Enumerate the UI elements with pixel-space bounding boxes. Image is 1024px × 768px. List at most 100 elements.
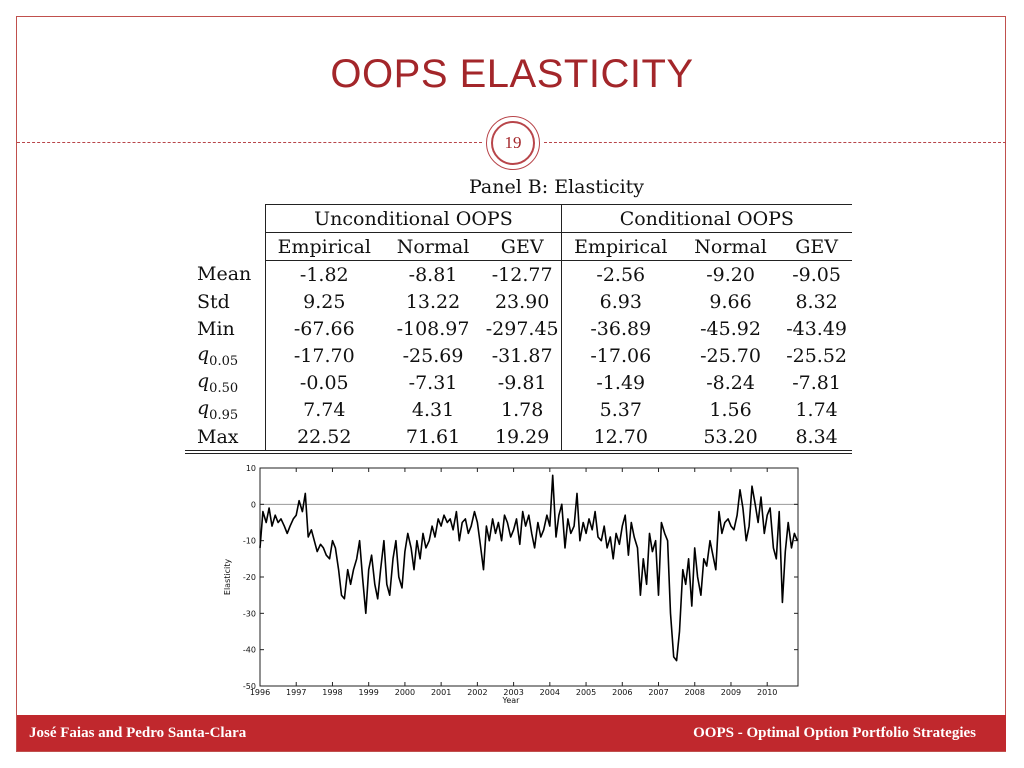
row-label-text: q bbox=[197, 369, 210, 392]
row-label-text: Max bbox=[197, 425, 239, 448]
table-cell: -7.81 bbox=[792, 371, 841, 394]
table-cell: -25.52 bbox=[786, 344, 848, 367]
subheader-row: Empirical Normal GEV Empirical Normal GE… bbox=[185, 232, 852, 261]
x-tick-label: 2005 bbox=[576, 688, 596, 697]
table-cell: -108.97 bbox=[396, 317, 470, 340]
x-axis-label: Year bbox=[502, 696, 521, 705]
row-label: Min bbox=[185, 315, 266, 342]
col-header: Normal bbox=[382, 232, 484, 261]
row-label: q0.05 bbox=[185, 342, 266, 369]
row-label-text: Std bbox=[197, 290, 230, 313]
table-cell: -43.49 bbox=[786, 317, 848, 340]
header-blank bbox=[185, 205, 266, 233]
table-cell: -25.70 bbox=[700, 344, 761, 367]
footer-authors: José Faias and Pedro Santa-Clara bbox=[29, 725, 247, 741]
x-tick-label: 2003 bbox=[503, 688, 523, 697]
table-cell: -36.89 bbox=[560, 315, 680, 342]
table-cell: 1.74 bbox=[795, 398, 838, 421]
x-tick-label: 2006 bbox=[612, 688, 632, 697]
row-label-subscript: 0.50 bbox=[209, 380, 239, 396]
page-number: 19 bbox=[491, 121, 535, 165]
row-label: Max bbox=[185, 423, 266, 451]
table-cell: -9.20 bbox=[706, 263, 755, 286]
row-label-subscript: 0.95 bbox=[209, 407, 239, 423]
title-divider-left bbox=[17, 142, 482, 143]
y-tick-label: -20 bbox=[243, 573, 256, 582]
x-tick-label: 2009 bbox=[721, 688, 741, 697]
slide-title: OOPS ELASTICITY bbox=[330, 52, 694, 96]
x-tick-label: 1998 bbox=[322, 688, 342, 697]
row-label: Mean bbox=[185, 261, 266, 289]
x-tick-label: 2000 bbox=[395, 688, 415, 697]
table-cell: 53.20 bbox=[679, 423, 782, 451]
page-number-badge: 19 bbox=[486, 116, 540, 170]
y-tick-label: -50 bbox=[243, 682, 256, 691]
elasticity-series-line bbox=[259, 474, 799, 662]
x-tick-label: 1999 bbox=[359, 688, 379, 697]
footer-presentation-title: OOPS - Optimal Option Portfolio Strategi… bbox=[693, 725, 976, 741]
x-tick-label: 2008 bbox=[685, 688, 705, 697]
table-cell: -1.49 bbox=[560, 369, 680, 396]
table-cell: -9.05 bbox=[792, 263, 841, 286]
table-row: Mean -1.82 -8.81 -12.77 -2.56 -9.20 -9.05 bbox=[185, 260, 852, 289]
y-tick-label: 10 bbox=[246, 464, 256, 473]
x-tick-label: 1996 bbox=[250, 688, 270, 697]
table-row: Min -67.66 -108.97 -297.45 -36.89 -45.92 -43.4… bbox=[185, 315, 852, 342]
table-cell: -25.69 bbox=[402, 344, 464, 367]
stats-body: Mean -1.82 -8.81 -12.77 -2.56 -9.20 -9.05 Std 9.… bbox=[185, 260, 852, 451]
table-cell: 71.61 bbox=[382, 423, 484, 451]
row-label: Std bbox=[185, 288, 266, 315]
y-tick-label: 0 bbox=[251, 500, 256, 509]
table-cell: -67.66 bbox=[265, 315, 383, 342]
row-label: q0.50 bbox=[185, 369, 266, 396]
group-header-conditional: Conditional OOPS bbox=[560, 204, 852, 233]
table-row: Std 9.25 13.22 23.90 6.93 9.66 8.32 bbox=[185, 288, 852, 315]
y-axis-label: Elasticity bbox=[223, 559, 232, 595]
table-cell: 12.70 bbox=[560, 423, 680, 451]
table-cell: 9.25 bbox=[265, 288, 383, 315]
table-row: q0.05 -17.70 -25.69 -31.87 -17.06 -25.70 -25.5… bbox=[185, 342, 852, 369]
table-cell: 8.32 bbox=[795, 290, 838, 313]
table-row: Max 22.52 71.61 19.29 12.70 53.20 8.34 bbox=[185, 423, 852, 451]
table-cell: -1.82 bbox=[265, 260, 383, 288]
row-label-subscript: 0.05 bbox=[209, 353, 239, 369]
subheader-blank bbox=[185, 233, 266, 261]
table-cell: -31.87 bbox=[491, 344, 553, 367]
table-cell: 4.31 bbox=[411, 398, 455, 421]
group-header-unconditional: Unconditional OOPS bbox=[265, 204, 562, 233]
table-cell: 7.74 bbox=[265, 396, 383, 423]
table-cell: 19.29 bbox=[483, 423, 562, 451]
table-cell: -12.77 bbox=[491, 263, 553, 286]
x-tick-label: 2004 bbox=[540, 688, 560, 697]
table-cell: -8.24 bbox=[706, 371, 755, 394]
x-tick-label: 2001 bbox=[431, 688, 451, 697]
table-cell: -17.06 bbox=[560, 342, 680, 369]
table-row: q0.50 -0.05 -7.31 -9.81 -1.49 -8.24 -7.81 bbox=[185, 369, 852, 396]
table-cell: -2.56 bbox=[560, 260, 680, 288]
table-cell: 6.93 bbox=[560, 288, 680, 315]
x-tick-label: 1997 bbox=[286, 688, 306, 697]
table-cell: -297.45 bbox=[485, 317, 559, 340]
col-header: GEV bbox=[781, 232, 852, 261]
table-cell: 22.52 bbox=[265, 423, 383, 451]
table-cell: 13.22 bbox=[405, 290, 461, 313]
row-label-text: Mean bbox=[197, 263, 252, 286]
table-cell: 5.37 bbox=[560, 396, 680, 423]
stats-table: Unconditional OOPS Conditional OOPS Empi… bbox=[185, 204, 852, 451]
table-cell: 1.78 bbox=[501, 398, 544, 421]
table-cell: -9.81 bbox=[497, 371, 547, 394]
y-tick-label: -40 bbox=[243, 646, 256, 655]
panel-title: Panel B: Elasticity bbox=[468, 176, 645, 198]
row-label-text: q bbox=[197, 396, 210, 419]
table-cell: -17.70 bbox=[265, 342, 383, 369]
x-tick-label: 2007 bbox=[648, 688, 668, 697]
col-header: Normal bbox=[679, 232, 782, 261]
x-tick-label: 2002 bbox=[467, 688, 487, 697]
row-label-text: Min bbox=[197, 317, 235, 340]
table-cell: 8.34 bbox=[781, 423, 852, 451]
table-row: q0.95 7.74 4.31 1.78 5.37 1.56 1.74 bbox=[185, 396, 852, 423]
col-header: GEV bbox=[483, 232, 562, 261]
title-divider-right bbox=[544, 142, 1006, 143]
table-cell: -0.05 bbox=[265, 369, 383, 396]
